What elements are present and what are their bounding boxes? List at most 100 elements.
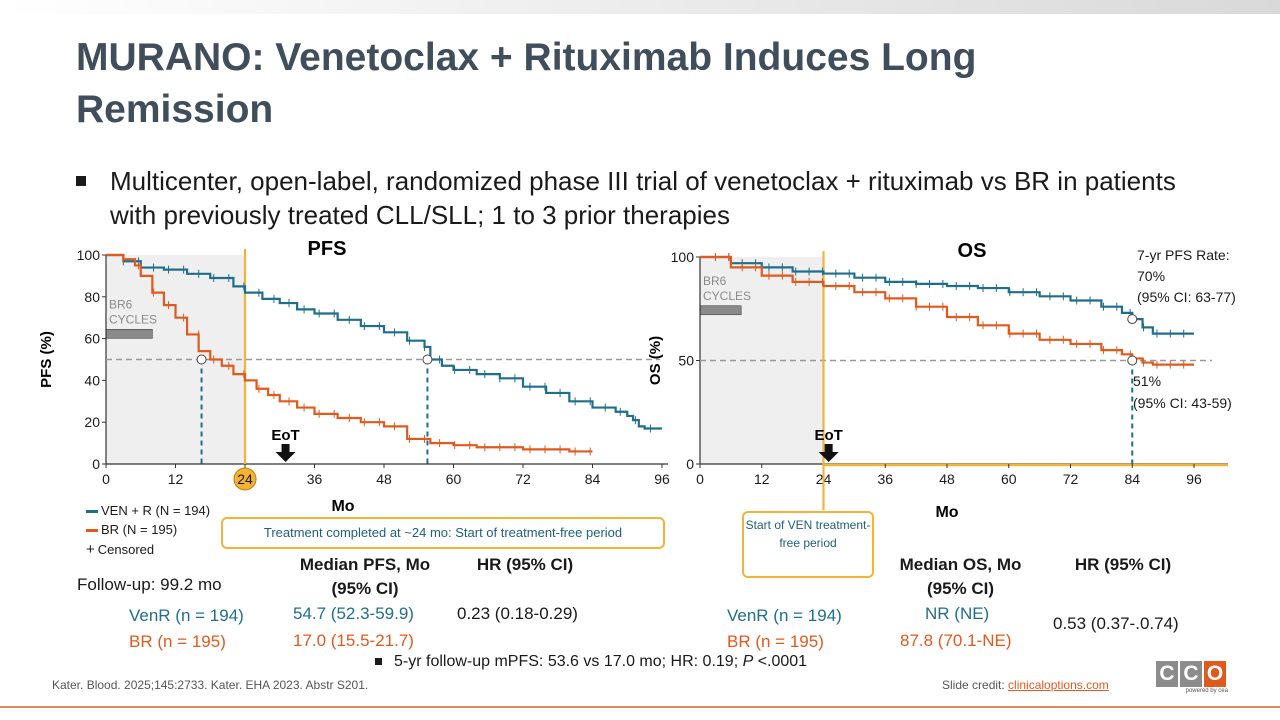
credit-label: Slide credit: xyxy=(942,678,1009,692)
followup-text: Follow-up: 99.2 mo xyxy=(77,575,222,594)
os-x-tick-7: 84 xyxy=(1124,471,1140,487)
os-x-tick-8: 96 xyxy=(1186,471,1202,487)
os-chart: BR6CYCLES01224364860728496050100MoOS (%)… xyxy=(647,240,1236,521)
os-callout-box: Start of VEN treatment-free period xyxy=(742,511,874,578)
pfs-x-tick-6: 72 xyxy=(515,471,531,487)
slide-credit: Slide credit: clinicaloptions.com xyxy=(942,678,1109,692)
pfs-y-tick-2: 40 xyxy=(84,372,100,388)
pfs-y-label: PFS (%) xyxy=(38,331,55,388)
pfs-x-tick-8: 96 xyxy=(654,471,670,487)
legend-br-label: BR (N = 195) xyxy=(101,522,178,537)
os-hr-value: 0.53 (0.37-.0.74) xyxy=(1053,614,1179,633)
pfs-br-median: 17.0 (15.5-21.7) xyxy=(293,631,414,650)
pfs-eot-arrow-icon xyxy=(275,444,296,462)
pfs-x-tick-4: 48 xyxy=(376,471,392,487)
pfs-median-header: Median PFS, Mo (95% CI) xyxy=(299,555,431,598)
pfs-title: PFS xyxy=(308,238,347,260)
pfs-br-label: BR (n = 195) xyxy=(129,632,226,651)
os-title: OS xyxy=(958,240,987,262)
pfs-median-point-0 xyxy=(196,354,207,365)
os-x-tick-0: 0 xyxy=(696,471,704,487)
citation-footer: Kater. Blood. 2025;145:2733. Kater. EHA … xyxy=(52,678,369,692)
pfs-venr-label: VenR (n = 194) xyxy=(129,606,244,625)
note-text: 5-yr follow-up mPFS: 53.6 vs 17.0 mo; HR… xyxy=(394,653,743,670)
os-median-header: Median OS, Mo (95% CI) xyxy=(899,555,1022,598)
pfs-x-tick-2: 24 xyxy=(237,471,253,487)
os-venr-median: NR (NE) xyxy=(925,604,990,623)
os-x-tick-1: 12 xyxy=(754,471,770,487)
pfs-x-tick-1: 12 xyxy=(168,471,184,487)
os-br6-label-1: CYCLES xyxy=(703,289,751,303)
legend-censored: + Censored xyxy=(86,541,154,558)
pfs-x-label: Mo xyxy=(331,498,354,515)
os-br-label: BR (n = 195) xyxy=(727,632,824,651)
credit-link[interactable]: clinicaloptions.com xyxy=(1008,678,1109,692)
pfs-series-1 xyxy=(106,253,593,453)
os-y-tick-0: 0 xyxy=(686,456,694,472)
os-annotation-top-1: 70% xyxy=(1137,268,1165,284)
pfs-y-tick-3: 60 xyxy=(84,331,100,347)
os-x-tick-6: 72 xyxy=(1063,471,1079,487)
os-annotation-bottom-1: (95% CI: 43-59) xyxy=(1133,395,1232,411)
legend-br-swatch xyxy=(86,529,98,533)
legend-venr-label: VEN + R (N = 194) xyxy=(101,503,211,518)
pfs-br6-label-1: CYCLES xyxy=(109,312,157,326)
pfs-x-tick-5: 60 xyxy=(446,471,462,487)
os-series-0 xyxy=(700,255,1194,335)
pfs-hr-value: 0.23 (0.18-0.29) xyxy=(457,604,578,623)
pfs-x-tick-0: 0 xyxy=(102,471,110,487)
pfs-venr-median: 54.7 (52.3-59.9) xyxy=(293,604,414,623)
os-hr-header: HR (95% CI) xyxy=(1074,555,1172,574)
os-x-label: Mo xyxy=(935,504,958,521)
pfs-eot-label: EoT xyxy=(271,427,299,444)
os-venr-84-point xyxy=(1127,314,1138,325)
os-br6-bar xyxy=(699,305,742,316)
pfs-median-point-1 xyxy=(422,354,433,365)
legend-censored-label: Censored xyxy=(97,542,155,557)
legend-venr: VEN + R (N = 194) xyxy=(86,503,210,518)
censor-mark-icon: + xyxy=(86,541,95,558)
pfs-x-tick-7: 84 xyxy=(585,471,601,487)
os-median-point-0 xyxy=(1127,355,1138,366)
os-eot-arrow-icon xyxy=(818,444,839,462)
pfs-br6-label-0: BR6 xyxy=(109,297,133,311)
pfs-y-tick-5: 100 xyxy=(77,247,101,263)
pfs-highlight-tick-circle xyxy=(233,467,257,491)
pfs-x-tick-3: 36 xyxy=(307,471,323,487)
pfs-y-tick-0: 0 xyxy=(92,456,100,472)
pfs-callout-box: Treatment completed at ~24 mo: Start of … xyxy=(221,517,665,549)
top-gradient-bar xyxy=(0,0,1280,14)
bullet-point: Multicenter, open-label, randomized phas… xyxy=(76,164,1210,232)
logo-letter-o: O xyxy=(1204,661,1226,687)
os-annotation-bottom-0: 51% xyxy=(1133,373,1161,389)
logo-tagline: powered by cea xyxy=(1185,688,1228,694)
pfs-y-tick-1: 20 xyxy=(84,414,100,430)
pfs-br6-bar xyxy=(105,329,153,339)
os-x-tick-4: 48 xyxy=(939,471,955,487)
pfs-y-tick-4: 80 xyxy=(84,289,100,305)
os-eot-label: EoT xyxy=(814,427,842,444)
os-br-median: 87.8 (70.1-NE) xyxy=(900,631,1012,650)
legend-br: BR (N = 195) xyxy=(86,522,177,537)
os-y-tick-2: 100 xyxy=(671,249,695,265)
os-annotation-top-0: 7-yr PFS Rate: xyxy=(1137,247,1230,263)
logo-letter-c2: C xyxy=(1180,661,1202,687)
os-y-tick-1: 50 xyxy=(678,353,694,369)
bottom-rule xyxy=(0,706,1280,708)
note-p-value: <.0001 xyxy=(753,653,808,670)
os-series-1 xyxy=(700,255,1194,366)
os-y-label: OS (%) xyxy=(647,336,664,385)
os-x-tick-5: 60 xyxy=(1001,471,1017,487)
os-venr-label: VenR (n = 194) xyxy=(727,606,842,625)
logo-letter-c1: C xyxy=(1156,661,1178,687)
legend-venr-swatch xyxy=(86,510,98,514)
slide-title: MURANO: Venetoclax + Rituximab Induces L… xyxy=(76,36,977,131)
os-br6-label-0: BR6 xyxy=(703,274,727,288)
note-p: P xyxy=(742,653,754,670)
followup-note: 5-yr follow-up mPFS: 53.6 vs 17.0 mo; HR… xyxy=(375,653,807,671)
os-annotation-top-2: (95% CI: 63-77) xyxy=(1137,289,1236,305)
pfs-hr-header: HR (95% CI) xyxy=(476,555,574,574)
